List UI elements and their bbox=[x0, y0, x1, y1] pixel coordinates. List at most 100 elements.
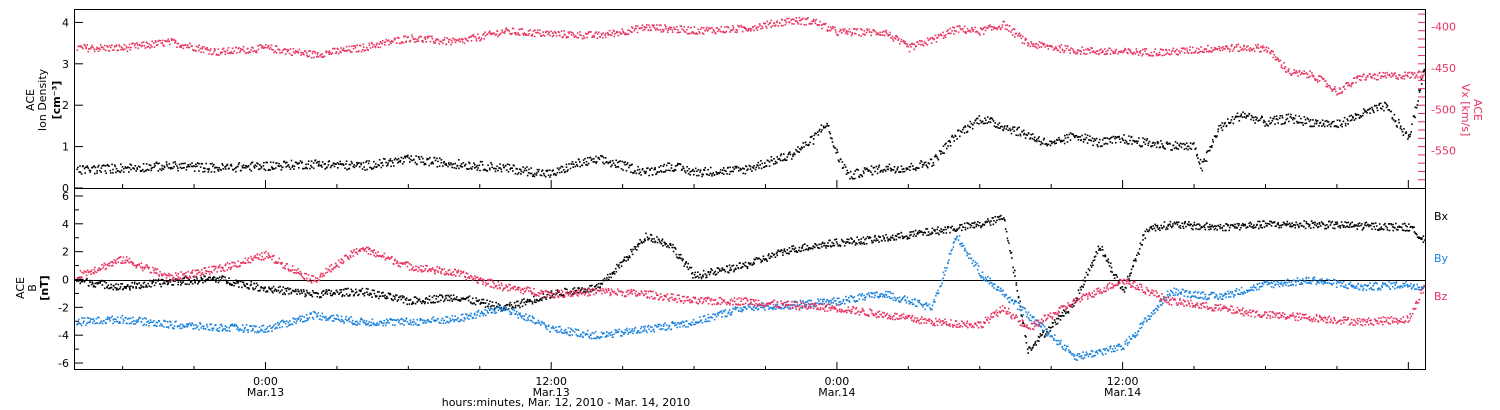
bx-point bbox=[344, 287, 347, 290]
vx-point bbox=[1198, 48, 1200, 50]
bx-point bbox=[580, 288, 583, 291]
bx-point bbox=[990, 220, 992, 222]
ion-density-point bbox=[1074, 134, 1077, 137]
ion-density-point bbox=[739, 169, 742, 171]
bx-point bbox=[283, 292, 286, 294]
bx-point bbox=[1085, 271, 1088, 274]
ion-density-point bbox=[79, 171, 82, 173]
vx-point bbox=[1278, 60, 1280, 63]
bx-point bbox=[907, 237, 910, 240]
bx-point bbox=[1161, 227, 1164, 230]
ion-density-point bbox=[1350, 114, 1353, 117]
vx-point bbox=[461, 38, 463, 41]
bx-point bbox=[260, 286, 262, 288]
ion-density-point bbox=[282, 166, 284, 169]
vx-point bbox=[146, 42, 148, 45]
vx-point bbox=[91, 44, 93, 47]
bx-point bbox=[450, 297, 452, 300]
bx-point bbox=[456, 296, 458, 298]
ion-density-point bbox=[286, 161, 288, 164]
bx-point bbox=[347, 287, 349, 290]
bx-point bbox=[943, 228, 945, 231]
bx-point bbox=[956, 229, 958, 231]
vx-point bbox=[231, 52, 233, 55]
ion-density-point bbox=[207, 171, 210, 173]
ion-density-point bbox=[307, 160, 310, 162]
bx-point bbox=[1079, 286, 1082, 289]
vx-point bbox=[749, 27, 751, 30]
bx-point bbox=[166, 280, 168, 283]
vx-point bbox=[1141, 54, 1143, 57]
ion-density-point bbox=[280, 164, 282, 167]
bx-point bbox=[90, 283, 93, 286]
vx-point bbox=[825, 22, 827, 25]
ion-density-point bbox=[1063, 142, 1066, 145]
bx-point bbox=[1212, 226, 1214, 228]
ion-density-point bbox=[838, 160, 840, 163]
vx-point bbox=[205, 47, 208, 50]
ion-density-point bbox=[1399, 127, 1402, 129]
vx-point bbox=[221, 48, 224, 51]
bx-point bbox=[1278, 224, 1281, 227]
ion-density-point bbox=[230, 163, 233, 166]
ion-density-point bbox=[82, 165, 84, 167]
bx-point bbox=[308, 292, 311, 294]
bx-point bbox=[517, 300, 519, 303]
bx-point bbox=[1020, 314, 1022, 316]
vx-point bbox=[1106, 53, 1108, 55]
vx-point bbox=[636, 31, 639, 34]
ion-density-point bbox=[1303, 116, 1306, 118]
ion-density-point bbox=[428, 164, 430, 167]
ion-density-point bbox=[737, 166, 740, 169]
ion-density-point bbox=[1122, 139, 1125, 142]
vx-point bbox=[427, 37, 429, 39]
vx-point bbox=[1059, 51, 1062, 53]
vx-point bbox=[380, 42, 382, 44]
ion-density-point bbox=[1178, 145, 1181, 147]
ion-density-point bbox=[269, 161, 272, 163]
ion-density-point bbox=[831, 137, 833, 140]
vx-point bbox=[375, 44, 378, 46]
vx-point bbox=[893, 36, 896, 39]
bx-point bbox=[350, 288, 352, 291]
ion-density-point bbox=[957, 129, 960, 132]
vx-point bbox=[1175, 53, 1178, 55]
bx-point bbox=[959, 224, 961, 226]
bx-point bbox=[1140, 244, 1143, 246]
ion-density-point bbox=[665, 169, 667, 172]
vx-point bbox=[851, 32, 853, 34]
bx-point bbox=[406, 303, 408, 306]
ion-density-point bbox=[423, 163, 426, 166]
ion-density-point bbox=[590, 159, 593, 161]
ion-density-point bbox=[162, 168, 165, 170]
vx-point bbox=[716, 27, 718, 29]
vx-point bbox=[405, 40, 407, 43]
vx-point bbox=[343, 50, 346, 52]
ion-density-point bbox=[987, 116, 989, 118]
ion-density-point bbox=[289, 168, 292, 170]
vx-point bbox=[582, 35, 585, 37]
vx-point bbox=[1143, 48, 1146, 50]
ion-density-point bbox=[400, 156, 403, 159]
vx-point bbox=[885, 29, 887, 32]
ion-density-point bbox=[273, 168, 275, 170]
bx-point bbox=[783, 249, 785, 252]
bx-point bbox=[201, 278, 204, 280]
bx-point bbox=[1320, 221, 1323, 223]
ion-density-point bbox=[432, 162, 434, 165]
bx-point bbox=[1008, 242, 1010, 244]
ion-density-point bbox=[530, 172, 533, 175]
bx-point bbox=[1011, 257, 1013, 259]
vx-point bbox=[1318, 75, 1320, 77]
vx-point bbox=[1151, 55, 1153, 57]
vx-point bbox=[1209, 50, 1211, 53]
ion-density-point bbox=[1185, 147, 1188, 150]
ion-density-point bbox=[851, 177, 854, 180]
bx-point bbox=[782, 251, 784, 254]
bx-point bbox=[289, 287, 292, 290]
vx-point bbox=[1332, 89, 1334, 91]
ion-density-point bbox=[1395, 124, 1398, 127]
vx-point bbox=[1010, 31, 1012, 33]
vx-point bbox=[521, 28, 524, 30]
vx-point bbox=[362, 46, 365, 48]
